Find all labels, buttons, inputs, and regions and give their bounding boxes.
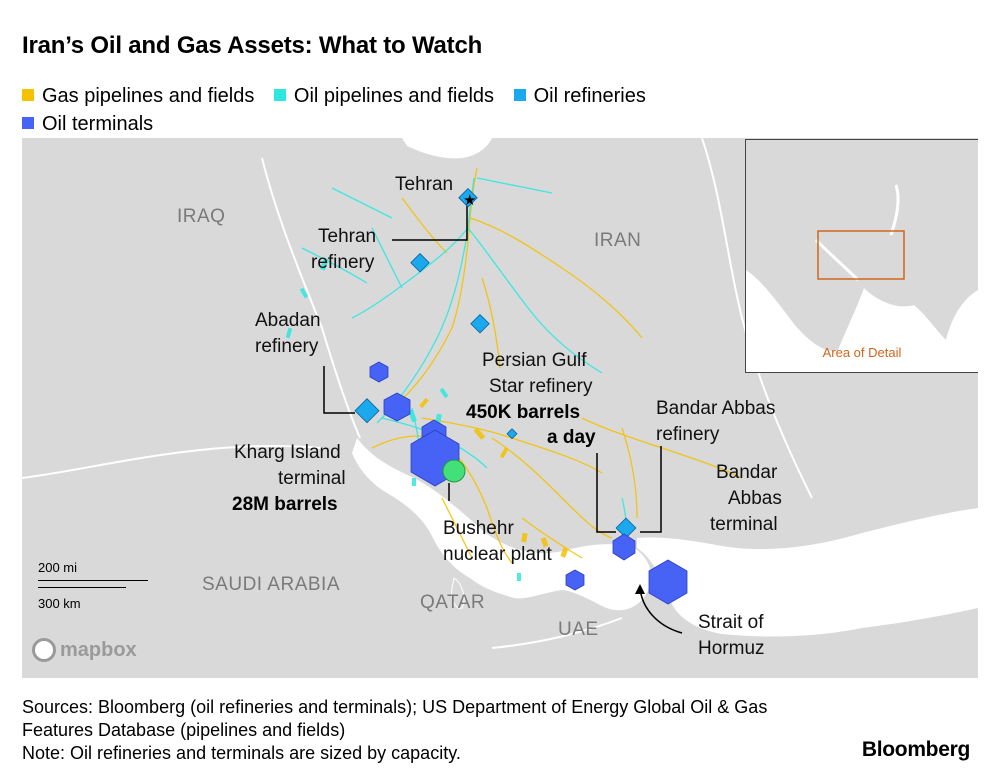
country-label-uae: UAE [558,619,599,640]
uae-border [491,617,623,649]
legend-label: Gas pipelines and fields [42,85,255,107]
legend-item-gas: Gas pipelines and fields [22,82,254,110]
qatar-peninsula [451,577,465,609]
gulf-of-oman-water [637,508,978,637]
country-label-iran: IRAN [594,230,641,251]
saudi-border [22,445,323,479]
caspian-sea-water [402,138,492,159]
country-label-iraq: IRAQ [177,206,225,227]
iran-east-border [701,138,813,499]
gulf-terminal-marker [565,569,585,591]
scale-miles: 200 mi [38,560,78,575]
abadan-terminal-marker [383,392,411,422]
legend: Gas pipelines and fields Oil pipelines a… [22,82,782,138]
label-hormuz-2: Hormuz [698,638,765,659]
bloomberg-logo: Bloomberg [861,738,970,761]
label-tehran: Tehran [395,174,453,195]
tehran-refinery-north-marker [458,187,478,208]
scale-bar-miles-line [38,580,148,581]
oil-pipelines [301,177,628,544]
sources-text: Sources: Bloomberg (oil refineries and t… [22,697,768,740]
iraq-iran-border [261,157,361,439]
terminal-marker-north [369,361,389,383]
label-psgs-capacity-2: a day [547,427,596,448]
note-text: Note: Oil refineries and terminals are s… [22,743,461,763]
label-tehran-refinery-2: refinery [311,252,375,273]
label-abadan-1: Abadan [255,310,321,331]
refinery-swatch-icon [513,89,526,101]
label-hormuz-1: Strait of [698,612,764,633]
persian-gulf-water [352,438,652,611]
abadan-refinery-marker [354,398,380,424]
inset-land [746,140,978,351]
mapbox-wordmark: mapbox [60,638,137,661]
chart-title: Iran’s Oil and Gas Assets: What to Watch [22,32,483,59]
mapbox-icon [32,638,56,662]
map-area[interactable]: IRAQ IRAN SAUDI ARABIA QATAR UAE ★ [22,138,978,678]
label-bushehr-1: Bushehr [443,518,514,539]
label-psgs-1: Persian Gulf [482,350,587,371]
label-bandar-abbas-refinery-1: Bandar Abbas [656,398,775,419]
label-psgs-2: Star refinery [489,376,593,397]
label-bushehr-2: nuclear plant [443,544,553,565]
bandar-abbas-small-terminal-marker [612,533,636,561]
bushehr-nuclear-plant-marker [442,459,466,483]
label-bandar-abbas-terminal-1: Bandar [716,462,778,483]
label-bandar-abbas-refinery-2: refinery [656,424,720,445]
refinery-markers [354,187,637,539]
terminal-swatch-icon [22,117,34,129]
label-kharg-1: Kharg Island [234,442,341,463]
legend-label: Oil refineries [533,85,646,107]
inset-svg [746,140,978,372]
scale-bar-km-line [38,587,126,588]
tehran-refinery-marker [410,252,430,273]
inset-locator-map: Area of Detail [745,139,978,373]
legend-item-oil-pipelines: Oil pipelines and fields [273,82,495,110]
inset-area-of-detail-box [817,230,905,280]
tehran-capital-star-icon: ★ [463,192,476,209]
legend-item-terminals: Oil terminals [22,110,153,138]
mapbox-logo[interactable]: mapbox [32,638,137,662]
bandar-abbas-terminal-marker [648,559,688,605]
bandar-abbas-refinery-marker [615,517,637,539]
label-bandar-abbas-terminal-2: Abbas [728,488,782,509]
country-label-saudi-arabia: SAUDI ARABIA [202,574,340,595]
callout-leader-lines [323,204,687,634]
oil-pipeline-swatch-icon [273,89,286,101]
legend-label: Oil pipelines and fields [293,85,495,107]
persian-gulf-star-refinery-marker [506,428,518,440]
footer-notes: Sources: Bloomberg (oil refineries and t… [22,696,842,765]
label-bandar-abbas-terminal-3: terminal [710,514,778,535]
scale-km: 300 km [38,596,81,611]
legend-label: Oil terminals [42,113,154,135]
legend-item-refineries: Oil refineries [513,82,646,110]
label-kharg-capacity: 28M barrels [232,494,338,515]
isfahan-refinery-marker [470,313,490,334]
label-tehran-refinery-1: Tehran [318,226,376,247]
label-abadan-2: refinery [255,336,319,357]
label-psgs-capacity-1: 450K barrels [466,402,580,423]
gas-swatch-icon [22,89,34,101]
inset-label: Area of Detail [822,345,902,360]
country-label-qatar: QATAR [420,592,485,613]
label-kharg-2: terminal [278,468,346,489]
